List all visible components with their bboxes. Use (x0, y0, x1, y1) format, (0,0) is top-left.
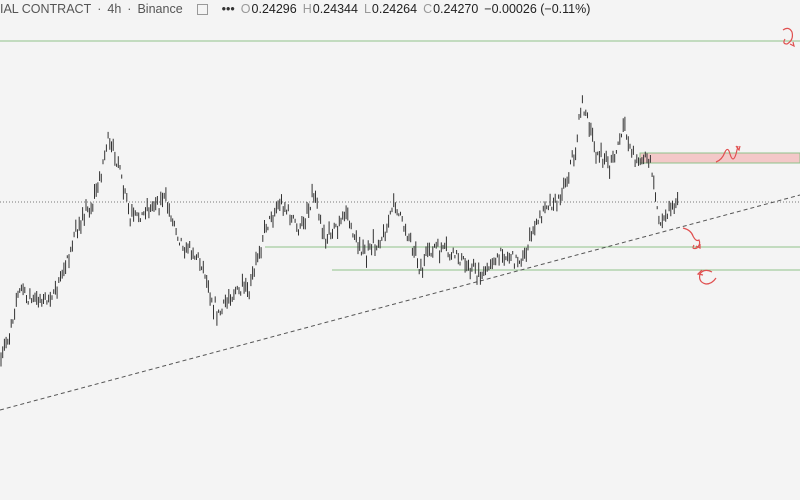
change-value: −0.00026 (−0.11%) (484, 2, 591, 16)
close-value: 0.24270 (433, 2, 479, 16)
annotations (682, 27, 795, 285)
trend-line (0, 194, 800, 411)
high-label: H (302, 2, 312, 16)
symbol: IAL CONTRACT (0, 2, 92, 16)
exchange: Binance (137, 2, 183, 16)
close-label: C (423, 2, 433, 16)
separator: · (97, 2, 102, 16)
arrow-scribble (696, 269, 717, 285)
arrow-scribble (682, 227, 701, 250)
low-label: L (363, 2, 371, 16)
bar-wicks (0, 95, 679, 367)
interval: 4h (107, 2, 122, 16)
arrow-scribble (715, 145, 741, 163)
ohlc-bars (0, 95, 679, 367)
separator: · (127, 2, 132, 16)
open-value: 0.24296 (251, 2, 297, 16)
arrow-scribble (782, 27, 795, 48)
more-button[interactable]: ••• (221, 2, 235, 16)
symbol-header: IAL CONTRACT · 4h · Binance ••• O 0.2429… (0, 0, 590, 18)
flag-icon[interactable] (196, 3, 208, 15)
open-label: O (240, 2, 251, 16)
high-value: 0.24344 (312, 2, 358, 16)
low-value: 0.24264 (371, 2, 418, 16)
resistance-zone (639, 152, 800, 164)
